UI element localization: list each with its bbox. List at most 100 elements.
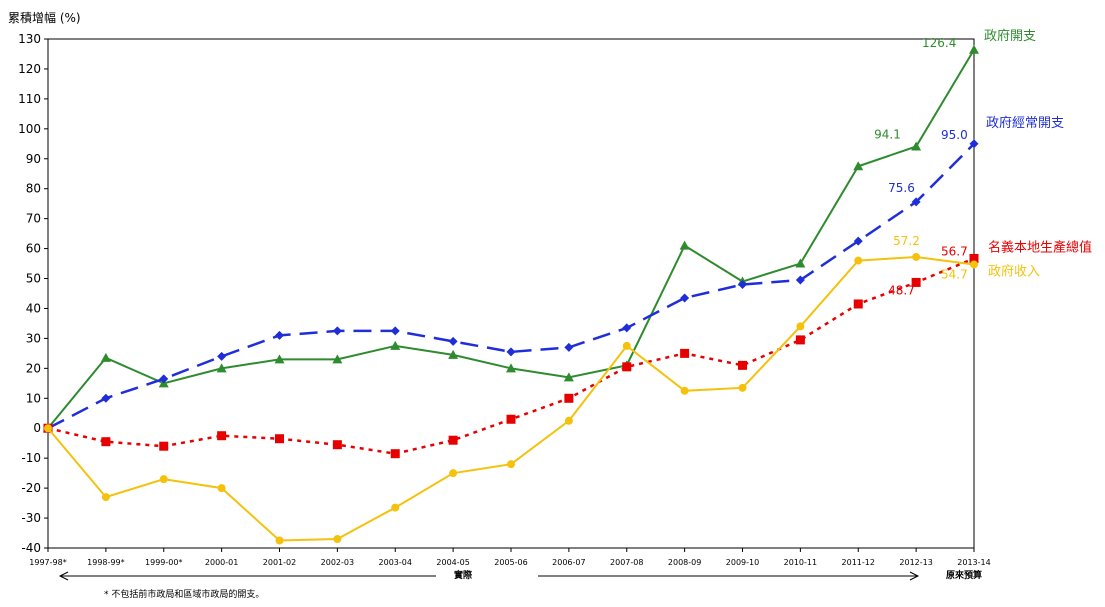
data-point-s2-3 [217,431,227,441]
data-point-s3-12 [738,383,747,392]
data-value-label: 95.0 [941,128,968,142]
data-point-s3-14 [854,256,863,265]
data-value-label: 56.7 [941,244,968,258]
estimate-note: 原來預算 [946,569,982,581]
y-tick-label: 30 [26,331,41,345]
x-tick-label: 2002-03 [321,558,354,567]
y-tick-label: 130 [18,32,41,46]
y-axis-label: 累積增幅 (%) [8,10,81,25]
x-tick-label: 2000-01 [205,558,238,567]
data-point-s1-6 [390,326,400,336]
y-tick-label: -10 [21,451,41,465]
y-tick-label: 20 [26,361,41,375]
x-tick-label: 2004-05 [436,558,469,567]
series-name-label-0: 政府開支 [984,29,1036,44]
data-point-s3-8 [507,460,515,469]
data-value-label: 126.4 [922,36,956,50]
data-point-s0-13 [795,258,806,268]
data-point-s2-2 [159,441,169,451]
annotations-group: 實際 原來預算 * 不包括前市政局和區域市政局的開支。 [58,569,982,600]
data-point-s3-6 [391,503,400,512]
data-point-s0-9 [563,372,574,382]
data-point-s0-7 [448,349,459,359]
data-point-s3-1 [101,493,110,502]
x-tick-label: 1998-99* [87,558,124,567]
y-tick-label: 0 [33,421,41,435]
x-tick-label: 1999-00* [145,558,182,567]
data-point-s3-2 [159,475,168,484]
data-point-s2-1 [101,437,111,447]
data-point-s2-5 [332,440,342,450]
x-tick-label: 2013-14 [957,558,990,567]
x-tick-label: 2008-09 [668,558,701,567]
data-point-s3-5 [333,535,342,544]
y-tick-label: 60 [26,242,41,256]
data-point-s1-12 [738,280,747,290]
data-point-s0-1 [100,352,111,362]
series-name-label-2: 名義本地生產總值 [988,239,1092,255]
x-tick-label: 2001-02 [263,558,296,567]
actual-arrow-head-left [58,571,69,581]
data-point-s2-6 [390,449,400,459]
x-tick-label: 2007-08 [610,558,643,567]
data-point-s3-4 [275,536,284,545]
data-point-s3-3 [217,484,226,493]
y-tick-label: 120 [18,62,41,76]
data-point-s0-14 [853,161,864,171]
data-point-s2-16 [969,253,979,263]
x-tick-label: 2009-10 [726,558,759,567]
data-point-s0-8 [506,363,516,373]
data-point-s3-7 [449,469,458,478]
data-point-s1-1 [101,393,111,403]
data-point-s3-9 [564,416,573,425]
data-point-s0-6 [390,340,401,350]
y-tick-label: 50 [26,272,41,286]
y-tick-label: -30 [21,511,41,525]
data-point-s0-16 [969,44,979,54]
y-tick-label: 100 [18,122,41,136]
data-point-s2-7 [448,435,458,445]
data-point-s1-8 [506,347,516,357]
x-tick-label: 1997-98* [29,558,66,567]
y-tick-label: 90 [26,152,41,166]
data-point-s2-8 [506,414,516,424]
x-tick-label: 2010-11 [784,558,817,567]
x-tick-label: 2011-12 [842,558,875,567]
data-point-s1-15 [911,197,921,207]
y-axis-ticks: 1301201101009080706050403020100-10-20-30… [18,32,48,555]
data-point-s0-4 [274,354,285,364]
data-point-s2-13 [795,335,805,345]
data-point-s0-5 [332,354,343,364]
data-point-s1-2 [159,374,169,384]
data-point-s3-15 [912,252,921,261]
data-point-s1-14 [853,236,863,246]
series-line-3 [47,255,975,542]
series-name-label-3: 政府收入 [988,264,1040,279]
x-tick-label: 2005-06 [494,558,527,567]
series-group [43,44,979,545]
data-point-s2-4 [275,434,284,444]
data-point-s1-9 [564,342,574,352]
data-point-s2-15 [911,277,921,287]
x-axis-ticks: 1997-98* 1998-99* 1999-00* 2000-01 2001-02 20… [29,548,991,567]
data-point-s1-3 [217,351,227,361]
data-value-label: 57.2 [893,234,920,248]
series-name-label-1: 政府經常開支 [986,116,1064,131]
data-point-s0-11 [679,240,690,250]
data-value-label: 48.7 [888,283,915,297]
footnote: * 不包括前市政局和區域市政局的開支。 [104,588,264,600]
data-value-label: 54.7 [941,267,968,281]
data-point-s1-11 [680,293,690,303]
data-point-s2-9 [564,393,574,403]
data-point-s2-10 [622,362,632,372]
y-tick-label: 70 [26,212,41,226]
data-point-s0-15 [911,141,922,151]
data-point-s3-13 [796,322,805,331]
y-tick-label: 10 [26,391,41,405]
data-point-s3-10 [622,341,631,350]
actual-arrow-head-right [909,571,920,581]
data-point-s3-11 [680,386,689,395]
data-point-s1-4 [275,330,284,340]
